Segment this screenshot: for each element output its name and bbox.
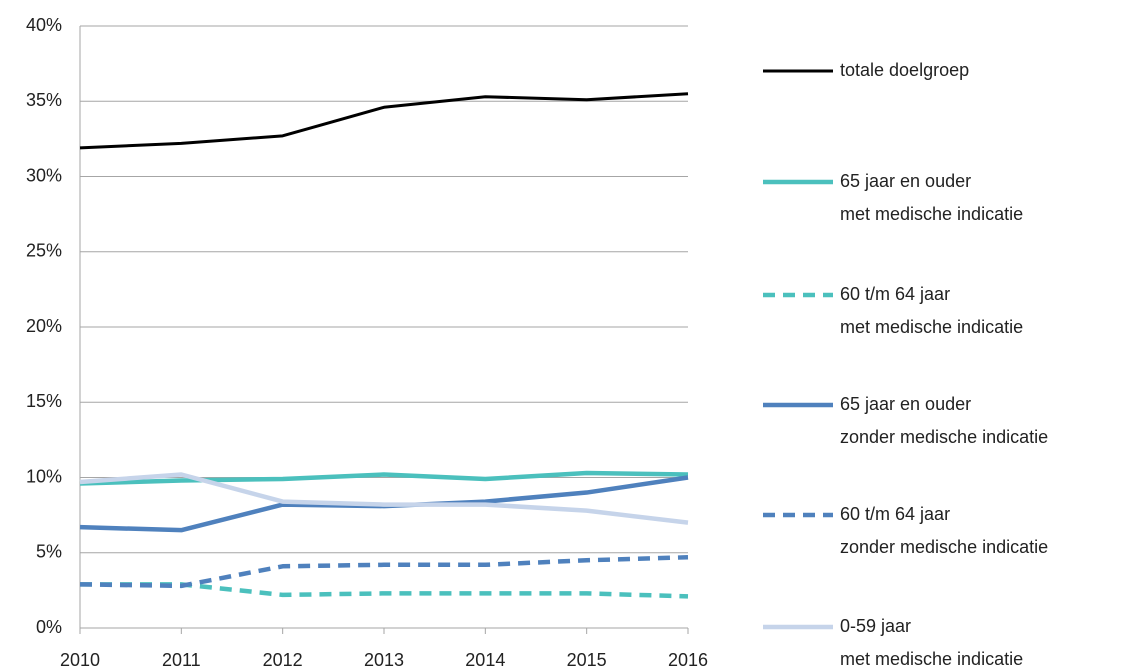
y-tick-label: 40% [26,15,62,35]
y-tick-label: 10% [26,466,62,486]
y-tick-label: 5% [36,542,62,562]
legend-label: 60 t/m 64 jaar zonder medische indicatie [840,504,1048,557]
legend-label: 60 t/m 64 jaar met medische indicatie [840,284,1023,337]
x-tick-label: 2011 [162,650,201,670]
series-line [79,92,689,150]
x-tick-label: 2015 [567,650,607,670]
legend-label: 0-59 jaar met medische indicatie [840,616,1023,669]
x-tick-label: 2012 [263,650,303,670]
y-tick-label: 25% [26,241,62,261]
series-line [79,470,689,486]
series-line [79,555,689,589]
y-tick-label: 35% [26,90,62,110]
y-tick-label: 20% [26,316,62,336]
x-tick-label: 2013 [364,650,404,670]
legend-label: 65 jaar en ouder met medische indicatie [840,171,1023,224]
y-tick-label: 30% [26,165,62,185]
x-tick-label: 2010 [60,650,100,670]
x-tick-label: 2014 [465,650,505,670]
x-tick-label: 2016 [668,650,708,670]
legend-label: totale doelgroep [840,60,969,80]
y-tick-label: 15% [26,391,62,411]
y-tick-label: 0% [36,617,62,637]
legend-label: 65 jaar en ouder zonder medische indicati… [840,394,1048,447]
series-line [79,472,689,525]
